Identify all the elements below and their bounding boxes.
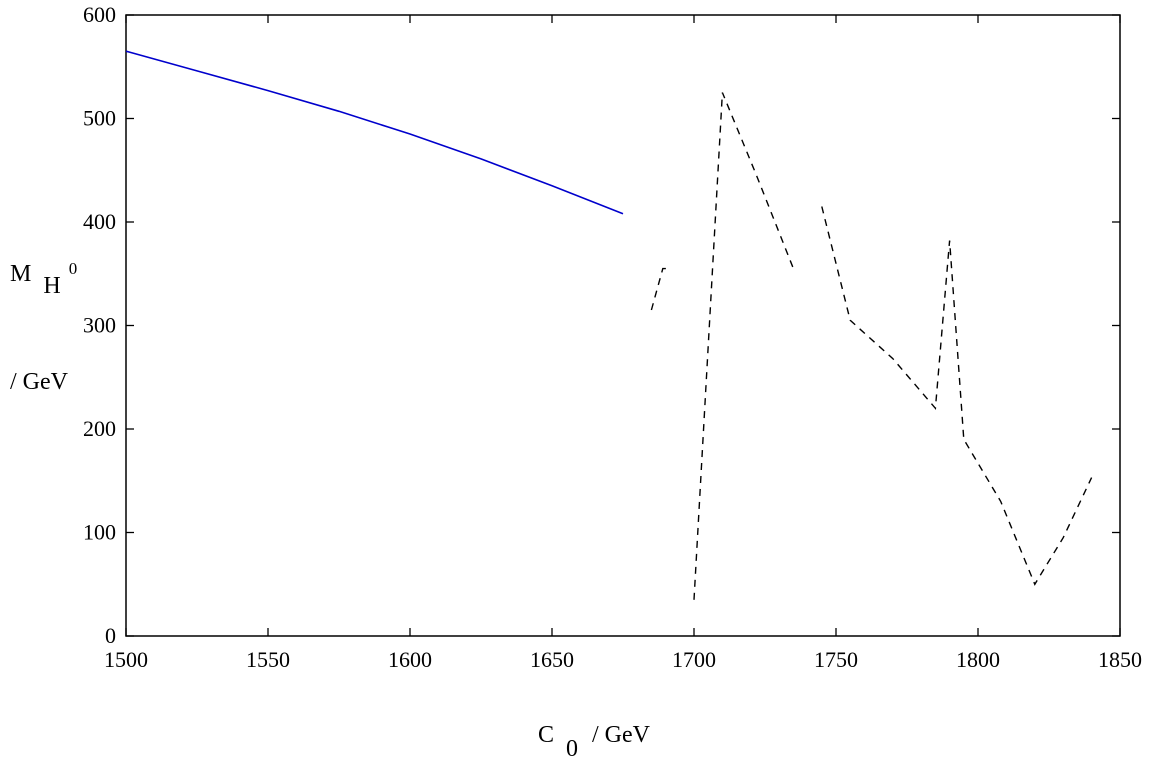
y-axis-label: M H 0 [10, 259, 77, 299]
y-axis-label-unit: / GeV [10, 369, 69, 395]
y-axis-label-sup: 0 [69, 259, 78, 278]
x-tick-label: 1550 [246, 647, 290, 672]
x-tick-label: 1850 [1098, 647, 1142, 672]
y-tick-label: 200 [83, 416, 116, 441]
y-tick-label: 400 [83, 209, 116, 234]
y-tick-label: 300 [83, 313, 116, 338]
y-axis-label-sub: H [43, 273, 60, 299]
x-tick-label: 1500 [104, 647, 148, 672]
plot-frame [125, 14, 1121, 637]
series-dashed-line [650, 267, 672, 311]
y-axis-label-main: M [10, 261, 31, 287]
series-layer [125, 50, 1093, 600]
y-tick-label: 0 [105, 623, 116, 648]
x-axis-label-sub: 0 [566, 736, 578, 759]
series-dashed-line [821, 206, 1093, 586]
x-axis-label: C 0 / GeV [538, 722, 651, 759]
y-tick-label: 500 [83, 106, 116, 131]
x-tick-label: 1800 [956, 647, 1000, 672]
series-dashed-line [693, 92, 795, 600]
x-axis-label-main: C [538, 722, 554, 748]
ticks-layer: 1500 1550 1600 1650 1700 1750 1800 1850 0 100 200 3… [83, 2, 1142, 672]
x-axis-label-unit: / GeV [586, 722, 651, 748]
y-tick-label: 100 [83, 520, 116, 545]
x-tick-label: 1700 [672, 647, 716, 672]
y-tick-label: 600 [83, 2, 116, 27]
series-solid-line [125, 50, 624, 215]
x-tick-label: 1750 [814, 647, 858, 672]
x-tick-label: 1600 [388, 647, 432, 672]
x-tick-label: 1650 [530, 647, 574, 672]
